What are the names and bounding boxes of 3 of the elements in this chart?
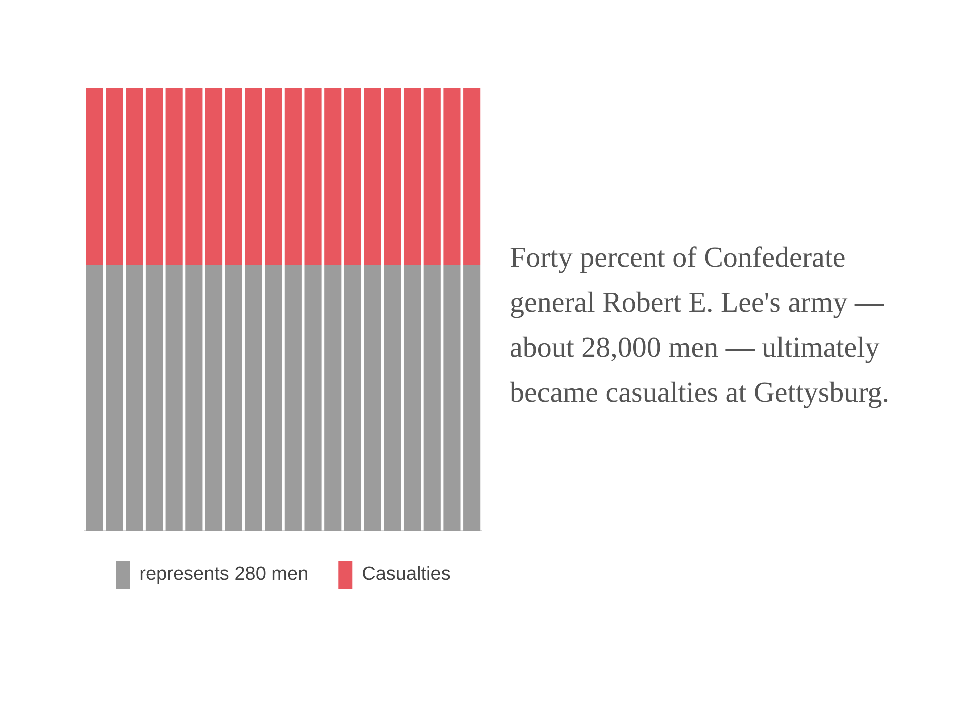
legend-label: represents 280 men: [140, 564, 309, 586]
legend-label: Casualties: [362, 564, 451, 586]
text: Forty percent of Confederate general Robert E. Lee's army — about 28,000 men — ultimately became casualties at Gettysburg.: [510, 241, 891, 411]
